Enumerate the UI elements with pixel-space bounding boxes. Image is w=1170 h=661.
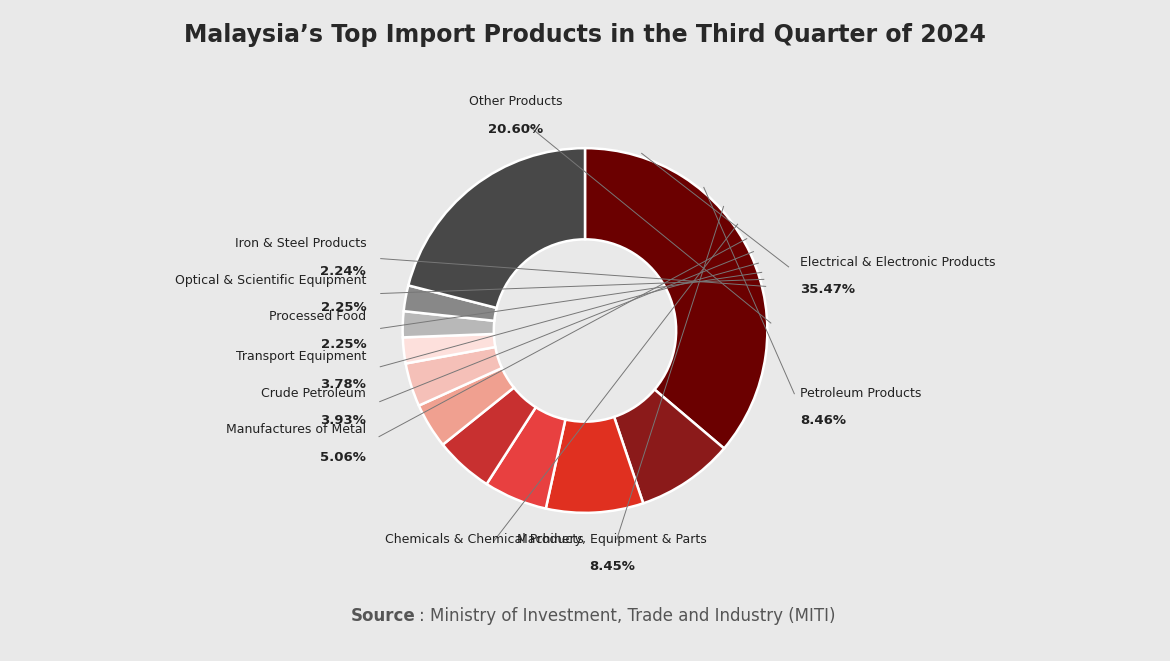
Text: 20.60%: 20.60% [488,123,543,136]
Wedge shape [408,148,585,308]
Text: : Ministry of Investment, Trade and Industry (MITI): : Ministry of Investment, Trade and Indu… [419,607,835,625]
Wedge shape [402,311,495,337]
Text: 3.93%: 3.93% [321,414,366,428]
Text: Source: Source [351,607,415,625]
Text: Machinery, Equipment & Parts: Machinery, Equipment & Parts [517,533,707,546]
Wedge shape [614,389,724,503]
Text: Iron & Steel Products: Iron & Steel Products [234,237,366,251]
Wedge shape [419,368,514,445]
Text: 8.46%: 8.46% [800,414,846,428]
Text: 2.25%: 2.25% [321,301,366,315]
Text: Other Products: Other Products [469,95,563,108]
Text: Optical & Scientific Equipment: Optical & Scientific Equipment [174,274,366,287]
Text: 8.45%: 8.45% [590,561,635,573]
Wedge shape [404,286,496,321]
Wedge shape [406,347,502,406]
Text: Electrical & Electronic Products: Electrical & Electronic Products [800,256,996,268]
Text: Transport Equipment: Transport Equipment [236,350,366,364]
Text: 5.06%: 5.06% [321,451,366,464]
Text: Processed Food: Processed Food [269,310,366,323]
Text: 2.24%: 2.24% [321,265,366,278]
Text: Manufactures of Metal: Manufactures of Metal [226,423,366,436]
Text: 3.78%: 3.78% [321,378,366,391]
Text: Crude Petroleum: Crude Petroleum [261,387,366,400]
Wedge shape [585,148,768,448]
Wedge shape [487,407,565,508]
Text: Chemicals & Chemical Products: Chemicals & Chemical Products [385,533,584,546]
Wedge shape [402,334,495,364]
Wedge shape [442,387,536,484]
Text: Petroleum Products: Petroleum Products [800,387,922,400]
Text: Malaysia’s Top Import Products in the Third Quarter of 2024: Malaysia’s Top Import Products in the Th… [184,23,986,47]
Wedge shape [545,417,644,513]
Text: 35.47%: 35.47% [800,283,855,296]
Text: 2.25%: 2.25% [321,338,366,351]
